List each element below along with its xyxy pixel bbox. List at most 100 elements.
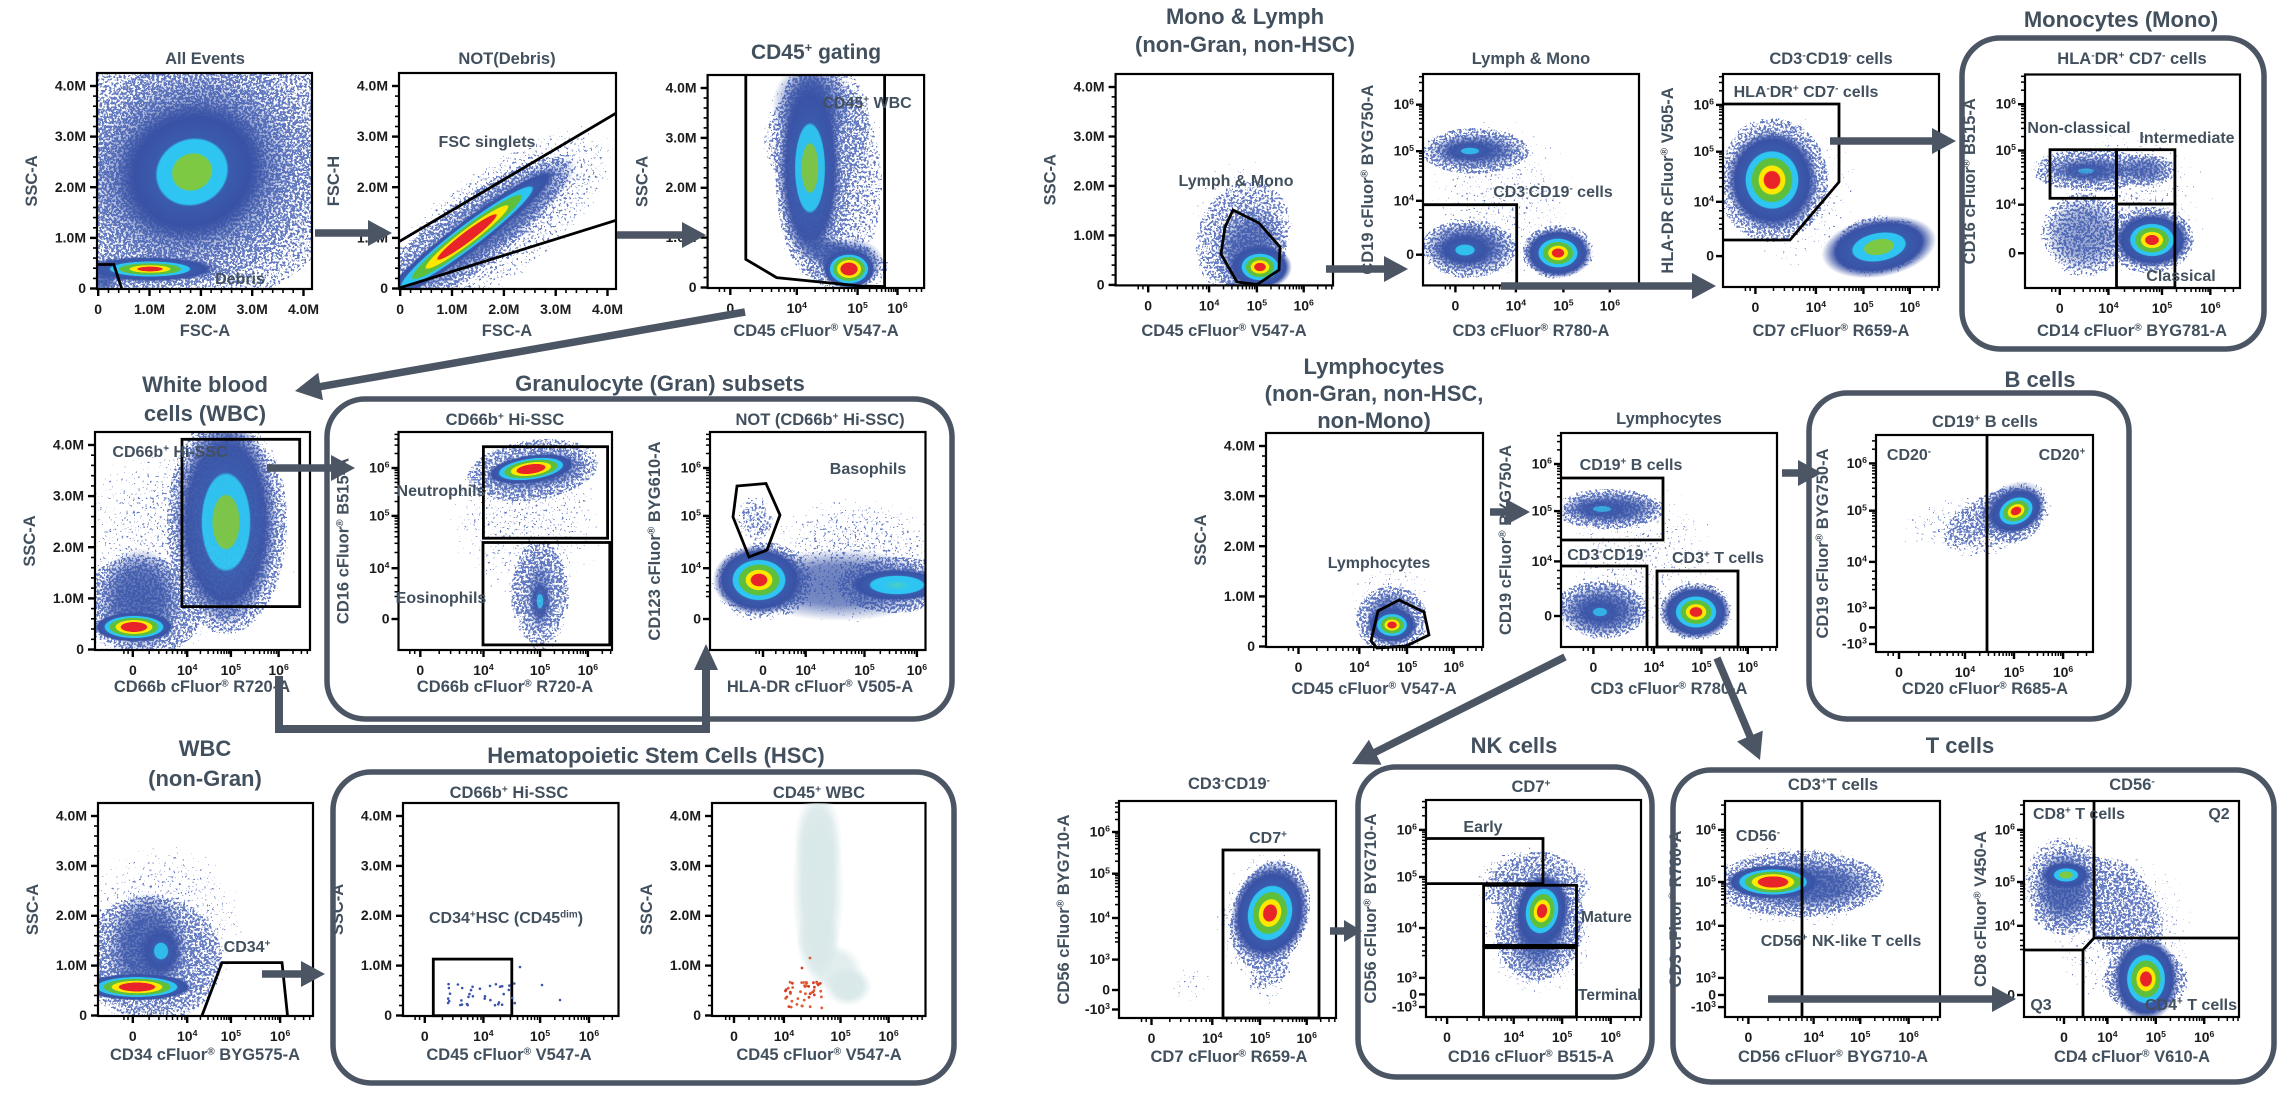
svg-text:CD56 cFluor® BYG710-A: CD56 cFluor® BYG710-A <box>1738 1048 1928 1066</box>
svg-text:CD34+: CD34+ <box>224 939 271 956</box>
svg-text:Lymph & Mono: Lymph & Mono <box>1179 173 1294 190</box>
svg-text:CD3+ T cells: CD3+ T cells <box>1672 550 1764 567</box>
svg-text:105: 105 <box>1090 865 1111 881</box>
svg-text:104: 104 <box>473 1028 494 1044</box>
svg-text:103: 103 <box>1090 951 1111 967</box>
svg-text:0: 0 <box>1097 276 1105 292</box>
svg-text:105: 105 <box>1691 659 1712 675</box>
svg-text:0: 0 <box>1148 1030 1156 1046</box>
svg-text:CD45+ gating: CD45+ gating <box>751 40 881 64</box>
svg-text:104: 104 <box>795 662 816 678</box>
svg-text:HLA-DR+ CD7- cells: HLA-DR+ CD7- cells <box>2057 50 2206 68</box>
svg-text:0: 0 <box>2060 1029 2068 1045</box>
svg-text:4.0M: 4.0M <box>361 808 392 824</box>
svg-text:Terminal: Terminal <box>1578 987 1641 1004</box>
svg-text:104: 104 <box>1803 1029 1824 1045</box>
svg-text:106: 106 <box>1900 299 1921 315</box>
svg-text:Q3: Q3 <box>2030 997 2051 1014</box>
svg-text:106: 106 <box>878 1028 899 1044</box>
svg-text:CD56-: CD56- <box>2109 776 2155 794</box>
svg-text:2.0M: 2.0M <box>361 907 392 923</box>
svg-text:106: 106 <box>1090 824 1111 840</box>
svg-text:CD56-: CD56- <box>1736 828 1780 845</box>
svg-text:104: 104 <box>1532 553 1553 569</box>
svg-text:CD20 cFluor® R685-A: CD20 cFluor® R685-A <box>1902 680 2068 698</box>
svg-text:105: 105 <box>1850 1029 1871 1045</box>
svg-text:106: 106 <box>1995 821 2016 837</box>
svg-text:104: 104 <box>1202 1030 1223 1046</box>
svg-text:0: 0 <box>78 280 86 296</box>
svg-text:0: 0 <box>1706 248 1714 264</box>
svg-text:Classical: Classical <box>2146 268 2215 285</box>
svg-text:104: 104 <box>1694 193 1715 209</box>
svg-text:-103: -103 <box>1842 635 1867 651</box>
svg-text:3.0M: 3.0M <box>361 857 392 873</box>
svg-text:105: 105 <box>530 1028 551 1044</box>
svg-text:0: 0 <box>1708 986 1716 1002</box>
svg-text:FSC-A: FSC-A <box>482 322 532 340</box>
svg-text:104: 104 <box>2097 1029 2118 1045</box>
svg-text:2.0M: 2.0M <box>357 179 388 195</box>
svg-text:Neutrophils: Neutrophils <box>397 483 486 500</box>
svg-text:105: 105 <box>1553 297 1574 313</box>
svg-text:1.0M: 1.0M <box>1224 588 1255 604</box>
svg-text:CD19+ B cells: CD19+ B cells <box>1580 457 1683 474</box>
svg-text:105: 105 <box>1532 503 1553 519</box>
svg-text:106: 106 <box>579 1028 600 1044</box>
svg-text:CD4+ T cells: CD4+ T cells <box>2145 997 2237 1014</box>
svg-text:105: 105 <box>830 1028 851 1044</box>
svg-text:CD66b+ Hi-SSC: CD66b+ Hi-SSC <box>112 444 228 461</box>
svg-text:104: 104 <box>177 662 198 678</box>
svg-text:CD34+HSC (CD45dim): CD34+HSC (CD45dim) <box>429 910 583 927</box>
svg-text:CD3-CD19- cells: CD3-CD19- cells <box>1493 184 1613 201</box>
svg-text:104: 104 <box>177 1028 198 1044</box>
svg-text:104: 104 <box>369 560 390 576</box>
svg-text:CD56 cFluor® BYG710-A: CD56 cFluor® BYG710-A <box>1362 813 1380 1003</box>
svg-text:106: 106 <box>1532 456 1553 472</box>
svg-text:1.0M: 1.0M <box>55 229 86 245</box>
svg-text:White blood: White blood <box>142 372 268 397</box>
svg-text:104: 104 <box>1504 1029 1525 1045</box>
svg-text:3.0M: 3.0M <box>665 129 696 145</box>
svg-text:CD34 cFluor® BYG575-A: CD34 cFluor® BYG575-A <box>110 1046 300 1064</box>
svg-text:Mono & Lymph: Mono & Lymph <box>1166 4 1324 29</box>
svg-text:0: 0 <box>2008 245 2016 261</box>
svg-text:0: 0 <box>129 662 137 678</box>
svg-text:2.0M: 2.0M <box>56 907 87 923</box>
svg-text:CD56 cFluor® BYG710-A: CD56 cFluor® BYG710-A <box>1055 814 1073 1004</box>
svg-text:4.0M: 4.0M <box>53 437 84 453</box>
svg-text:WBC: WBC <box>179 736 232 761</box>
svg-text:CD3-CD19-: CD3-CD19- <box>1188 775 1270 793</box>
svg-text:0: 0 <box>2056 300 2064 316</box>
svg-text:0: 0 <box>1895 664 1903 680</box>
svg-text:106: 106 <box>2053 664 2074 680</box>
svg-text:0: 0 <box>384 1007 392 1023</box>
svg-text:106: 106 <box>681 459 702 475</box>
svg-text:104: 104 <box>1090 909 1111 925</box>
svg-text:105: 105 <box>221 1028 242 1044</box>
svg-text:CD45 cFluor® V547-A: CD45 cFluor® V547-A <box>733 322 898 340</box>
svg-text:0: 0 <box>1752 299 1760 315</box>
svg-text:4.0M: 4.0M <box>1224 438 1255 454</box>
svg-text:105: 105 <box>1394 143 1415 159</box>
svg-text:-103: -103 <box>1085 1001 1110 1017</box>
svg-text:105: 105 <box>681 507 702 523</box>
svg-text:4.0M: 4.0M <box>670 808 701 824</box>
svg-text:104: 104 <box>787 300 808 316</box>
svg-text:4.0M: 4.0M <box>357 78 388 94</box>
svg-text:105: 105 <box>1853 299 1874 315</box>
svg-text:104: 104 <box>1955 664 1976 680</box>
svg-text:105: 105 <box>1995 874 2016 890</box>
svg-text:0: 0 <box>2007 986 2015 1002</box>
svg-text:106: 106 <box>1394 96 1415 112</box>
svg-text:104: 104 <box>1199 297 1220 313</box>
svg-text:CD20-: CD20- <box>1887 447 1931 464</box>
svg-text:HLA-DR cFluor® V505-A: HLA-DR cFluor® V505-A <box>1659 87 1677 273</box>
svg-text:Eosinophils: Eosinophils <box>396 590 487 607</box>
svg-text:0: 0 <box>382 611 390 627</box>
svg-text:CD7+: CD7+ <box>1512 778 1551 796</box>
svg-text:Hematopoietic Stem Cells (HSC): Hematopoietic Stem Cells (HSC) <box>487 743 824 768</box>
svg-text:SSC-A: SSC-A <box>1042 154 1060 205</box>
svg-text:3.0M: 3.0M <box>55 128 86 144</box>
svg-text:104: 104 <box>1806 299 1827 315</box>
